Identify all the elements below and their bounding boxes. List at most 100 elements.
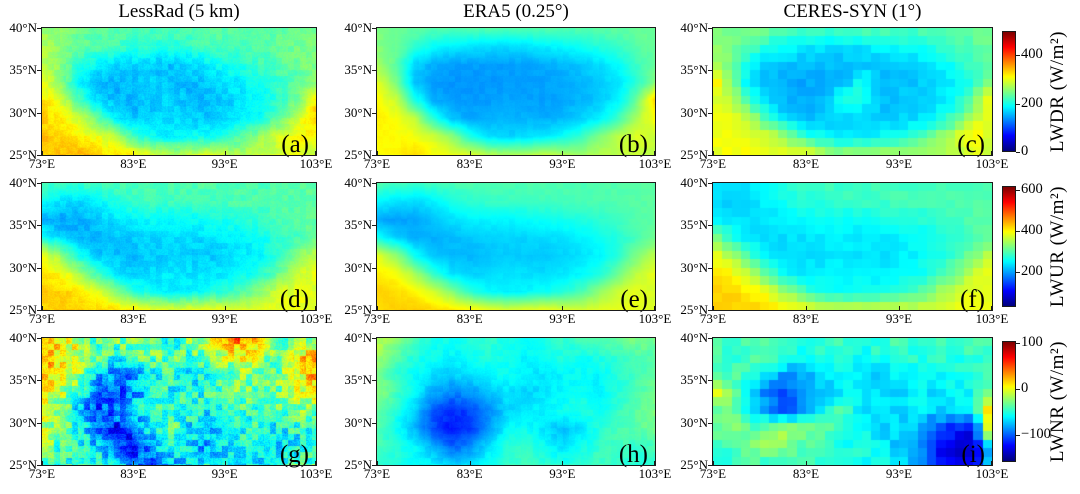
map-panel-b: (b) xyxy=(377,28,655,158)
panel-letter: (b) xyxy=(618,131,648,158)
x-tick-mark xyxy=(377,306,378,310)
x-tick-label: 103°E xyxy=(299,311,333,326)
x-tick-label: 93°E xyxy=(885,156,913,171)
y-tick-label: 40°N xyxy=(680,20,708,35)
colorbar-tick-label: 400 xyxy=(1021,222,1043,239)
x-tick-label: 93°E xyxy=(885,466,913,481)
x-tick-mark xyxy=(224,306,226,310)
y-tick-mark xyxy=(37,28,41,29)
y-tick-label: 25°N xyxy=(344,147,372,162)
y-tick-label: 30°N xyxy=(680,259,708,275)
y-tick-mark xyxy=(708,338,712,339)
y-tick-label: 40°N xyxy=(680,175,708,190)
colorbar-tick-label: 200 xyxy=(1021,263,1043,280)
x-tick-mark xyxy=(562,151,564,155)
y-tick-mark xyxy=(372,112,376,114)
x-tick-label: 73°E xyxy=(699,466,727,481)
panel-letter: (h) xyxy=(618,441,648,468)
y-tick-mark xyxy=(372,267,376,269)
colorbar-tick-label: 0 xyxy=(1021,379,1029,396)
y-tick-label: 35°N xyxy=(344,217,372,233)
x-tick-mark xyxy=(224,151,226,155)
x-tick-label: 93°E xyxy=(211,311,238,326)
map-panel-c: (c) xyxy=(713,28,992,158)
panel-letter: (d) xyxy=(279,286,309,313)
y-tick-mark xyxy=(708,422,712,424)
y-tick-label: 30°N xyxy=(9,104,37,120)
y-tick-mark xyxy=(372,28,376,29)
x-tick-label: 93°E xyxy=(549,466,576,481)
y-tick-mark xyxy=(372,70,376,72)
panel-letter: (a) xyxy=(281,131,309,158)
x-tick-label: 93°E xyxy=(549,311,576,326)
x-tick-label: 103°E xyxy=(299,466,333,481)
heatmap-canvas-e xyxy=(377,183,655,310)
heatmap-canvas-c xyxy=(713,28,992,155)
x-tick-label: 83°E xyxy=(792,311,820,326)
x-tick-mark xyxy=(899,151,900,155)
x-tick-mark xyxy=(654,461,655,465)
x-tick-mark xyxy=(377,151,378,155)
map-panel-h: (h) xyxy=(377,338,655,468)
y-tick-label: 35°N xyxy=(680,62,708,78)
panel-letter: (c) xyxy=(957,131,985,158)
colorbar-tick-mark xyxy=(1016,104,1020,105)
colorbar-lwnr xyxy=(1002,341,1016,462)
x-tick-label: 83°E xyxy=(456,311,483,326)
x-tick-mark xyxy=(469,461,471,465)
x-tick-label: 93°E xyxy=(211,466,238,481)
y-tick-label: 30°N xyxy=(680,104,708,120)
y-tick-mark xyxy=(37,155,41,156)
x-tick-label: 73°E xyxy=(28,311,56,326)
x-tick-label: 83°E xyxy=(792,156,820,171)
y-tick-mark xyxy=(372,422,376,424)
x-tick-mark xyxy=(42,306,43,310)
x-tick-label: 73°E xyxy=(28,466,56,481)
y-tick-mark xyxy=(37,380,41,382)
x-tick-label: 103°E xyxy=(975,311,1009,326)
y-tick-mark xyxy=(37,338,41,339)
y-tick-mark xyxy=(708,267,712,269)
x-tick-mark xyxy=(133,306,135,310)
panel-letter: (i) xyxy=(961,441,985,468)
x-tick-mark xyxy=(42,151,43,155)
y-tick-mark xyxy=(372,155,376,156)
colorbar-tick-mark xyxy=(1016,435,1020,436)
y-tick-mark xyxy=(37,183,41,184)
x-tick-mark xyxy=(654,151,655,155)
colorbar-tick-mark xyxy=(1016,231,1020,232)
y-tick-label: 25°N xyxy=(680,147,708,162)
x-tick-label: 83°E xyxy=(120,156,147,171)
y-tick-label: 40°N xyxy=(680,330,708,345)
y-tick-mark xyxy=(372,225,376,227)
panel-letter: (f) xyxy=(960,286,985,313)
y-tick-mark xyxy=(372,338,376,339)
heatmap-canvas-f xyxy=(713,183,992,310)
colorbar-tick-mark xyxy=(1016,152,1020,153)
map-panel-g: (g) xyxy=(42,338,316,467)
heatmap-canvas-g xyxy=(42,338,316,465)
y-tick-label: 40°N xyxy=(9,330,37,345)
heatmap-canvas-d xyxy=(42,183,316,310)
y-tick-label: 30°N xyxy=(9,414,37,430)
column-title-lessrad: LessRad (5 km) xyxy=(118,1,240,22)
y-tick-mark xyxy=(37,465,41,466)
y-tick-mark xyxy=(708,225,712,227)
y-tick-label: 40°N xyxy=(9,20,37,35)
map-panel-a: (a) xyxy=(42,28,316,158)
y-tick-label: 40°N xyxy=(9,175,37,190)
heatmap-canvas-h xyxy=(377,338,655,465)
x-tick-label: 73°E xyxy=(699,156,727,171)
panel-letter: (e) xyxy=(620,286,648,313)
x-tick-label: 73°E xyxy=(28,156,56,171)
colorbar-tick-mark xyxy=(1016,389,1020,390)
x-tick-mark xyxy=(224,461,226,465)
y-tick-mark xyxy=(708,380,712,382)
y-tick-mark xyxy=(37,70,41,72)
y-tick-mark xyxy=(37,225,41,227)
y-tick-label: 25°N xyxy=(344,302,372,317)
colorbar-tick-mark xyxy=(1016,343,1020,344)
x-tick-mark xyxy=(133,461,135,465)
heatmap-canvas-a xyxy=(42,28,316,155)
x-tick-label: 83°E xyxy=(120,466,147,481)
